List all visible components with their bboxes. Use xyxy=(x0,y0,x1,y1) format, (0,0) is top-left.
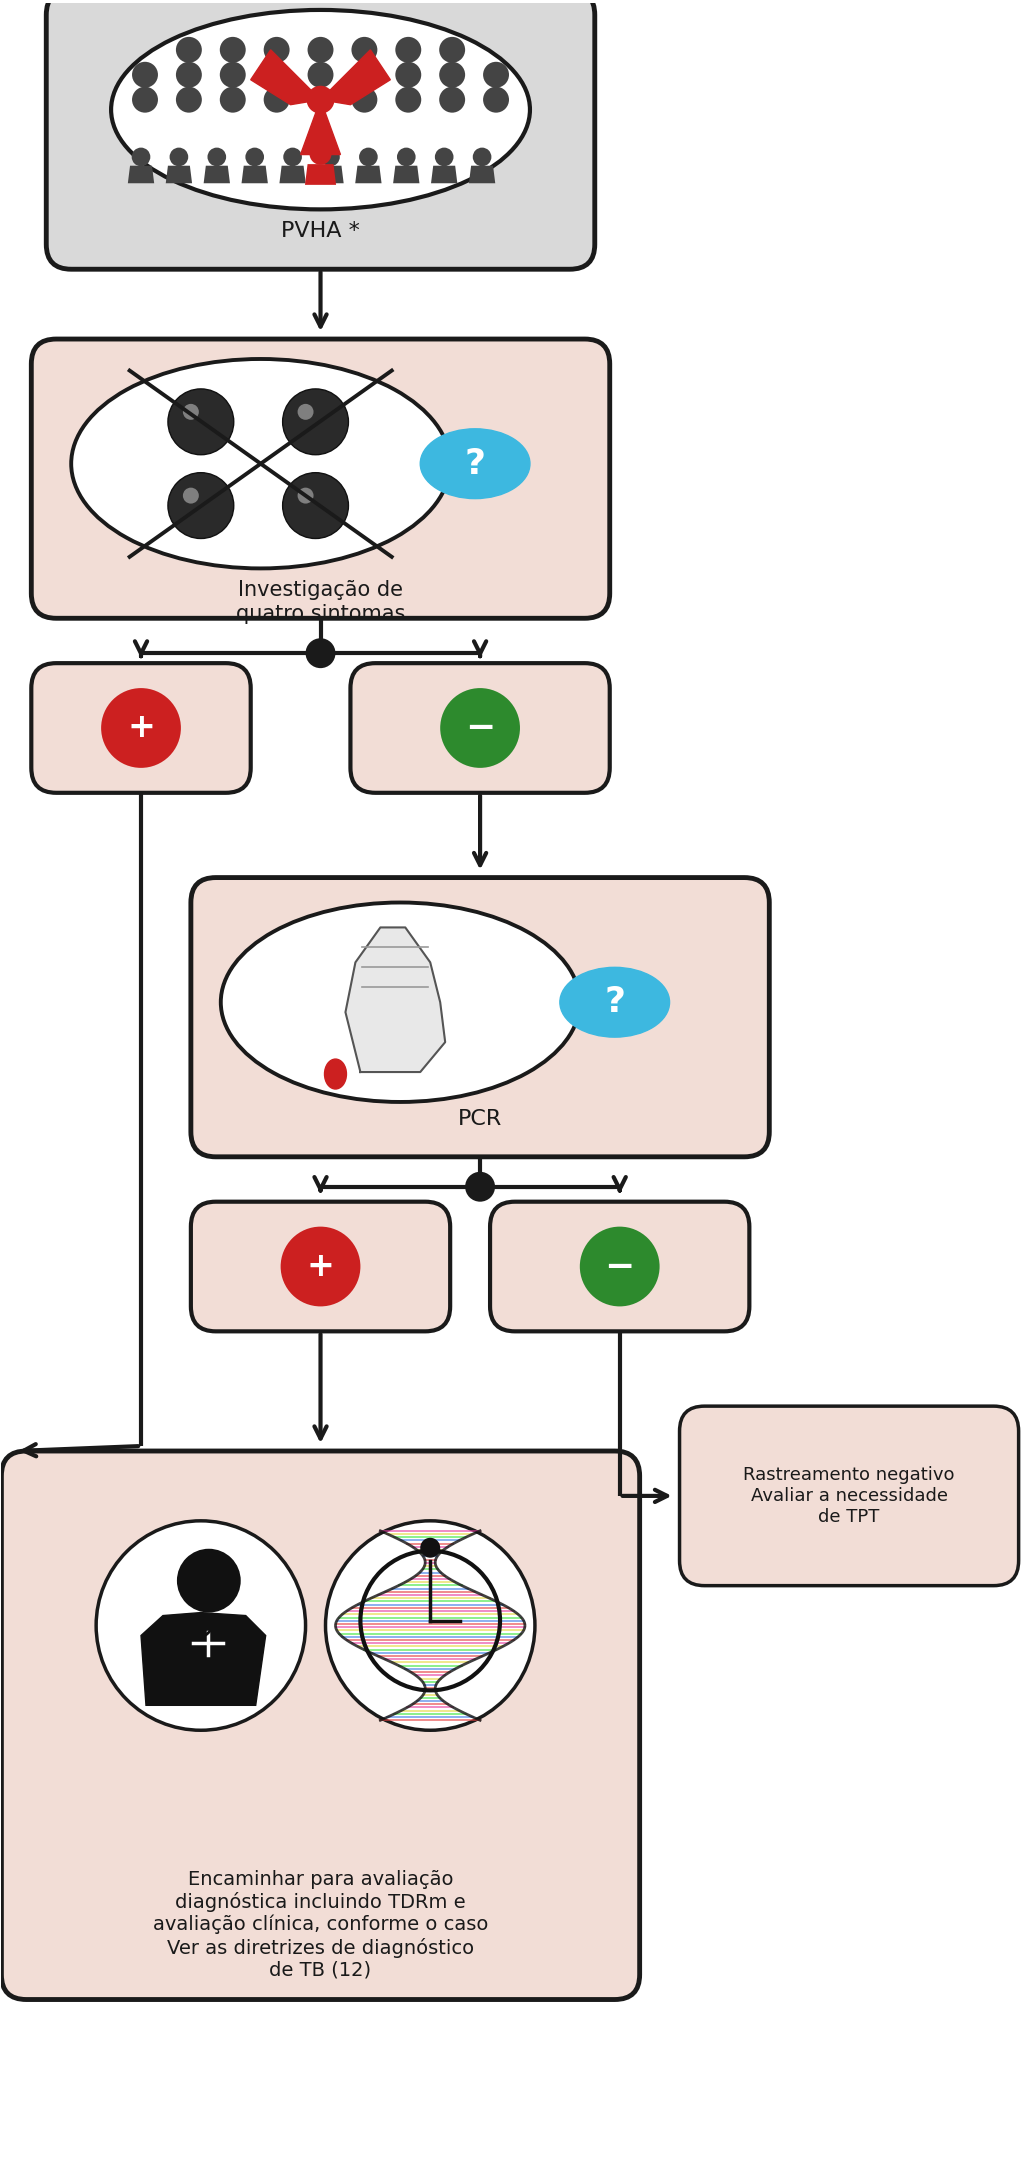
Circle shape xyxy=(132,61,158,87)
Circle shape xyxy=(168,390,233,455)
Circle shape xyxy=(307,87,334,113)
Circle shape xyxy=(359,148,378,165)
Polygon shape xyxy=(251,50,321,104)
Circle shape xyxy=(281,1226,360,1306)
Polygon shape xyxy=(301,100,340,155)
Circle shape xyxy=(439,37,465,63)
Circle shape xyxy=(309,144,332,165)
Circle shape xyxy=(307,61,334,87)
Circle shape xyxy=(473,148,492,165)
Polygon shape xyxy=(128,165,155,183)
Polygon shape xyxy=(469,165,496,183)
Ellipse shape xyxy=(325,1058,346,1088)
Text: ?: ? xyxy=(604,986,626,1019)
Circle shape xyxy=(263,37,290,63)
FancyBboxPatch shape xyxy=(1,1452,640,1998)
Ellipse shape xyxy=(111,11,530,209)
Ellipse shape xyxy=(420,429,530,499)
Circle shape xyxy=(397,148,416,165)
FancyBboxPatch shape xyxy=(32,664,251,792)
Circle shape xyxy=(298,405,313,420)
Circle shape xyxy=(176,61,202,87)
FancyBboxPatch shape xyxy=(490,1202,750,1332)
Polygon shape xyxy=(317,165,344,183)
Circle shape xyxy=(170,148,188,165)
Text: +: + xyxy=(306,1250,335,1282)
Circle shape xyxy=(440,688,520,768)
Circle shape xyxy=(132,148,151,165)
Circle shape xyxy=(580,1226,659,1306)
Polygon shape xyxy=(355,165,382,183)
Polygon shape xyxy=(166,165,193,183)
Circle shape xyxy=(246,148,264,165)
Text: −: − xyxy=(465,712,496,745)
Text: +: + xyxy=(127,712,155,745)
FancyBboxPatch shape xyxy=(32,340,609,618)
Circle shape xyxy=(465,1171,495,1202)
Circle shape xyxy=(176,87,202,113)
Circle shape xyxy=(220,87,246,113)
Text: −: − xyxy=(604,1250,635,1284)
Circle shape xyxy=(220,37,246,63)
Circle shape xyxy=(305,638,336,668)
Circle shape xyxy=(177,1548,241,1613)
Circle shape xyxy=(351,61,378,87)
Circle shape xyxy=(395,87,421,113)
Circle shape xyxy=(307,37,334,63)
Text: PVHA *: PVHA * xyxy=(281,222,360,242)
Circle shape xyxy=(483,87,509,113)
Circle shape xyxy=(208,148,226,165)
Text: Encaminhar para avaliação
diagnóstica incluindo TDRm e
avaliação clínica, confor: Encaminhar para avaliação diagnóstica in… xyxy=(153,1870,488,1979)
Polygon shape xyxy=(326,1071,345,1088)
Circle shape xyxy=(101,688,181,768)
Polygon shape xyxy=(321,50,390,104)
Circle shape xyxy=(283,472,348,538)
Circle shape xyxy=(351,37,378,63)
Circle shape xyxy=(306,85,335,113)
Circle shape xyxy=(96,1522,305,1731)
Text: PCR: PCR xyxy=(458,1108,502,1130)
Ellipse shape xyxy=(560,967,670,1036)
Polygon shape xyxy=(393,165,420,183)
Circle shape xyxy=(351,87,378,113)
Circle shape xyxy=(263,61,290,87)
FancyBboxPatch shape xyxy=(46,0,595,270)
Circle shape xyxy=(283,390,348,455)
FancyBboxPatch shape xyxy=(680,1406,1019,1585)
Circle shape xyxy=(395,61,421,87)
FancyBboxPatch shape xyxy=(190,877,769,1156)
Polygon shape xyxy=(204,165,230,183)
Circle shape xyxy=(220,61,246,87)
Polygon shape xyxy=(305,163,336,185)
Circle shape xyxy=(183,488,199,503)
Circle shape xyxy=(395,37,421,63)
Circle shape xyxy=(483,61,509,87)
Circle shape xyxy=(326,1522,535,1731)
Circle shape xyxy=(263,87,290,113)
Circle shape xyxy=(284,148,302,165)
Circle shape xyxy=(435,148,454,165)
Polygon shape xyxy=(345,927,445,1071)
Text: Investigação de
quatro sintomas: Investigação de quatro sintomas xyxy=(236,581,406,623)
Circle shape xyxy=(183,405,199,420)
Polygon shape xyxy=(242,165,268,183)
Circle shape xyxy=(132,87,158,113)
Polygon shape xyxy=(431,165,458,183)
Circle shape xyxy=(168,472,233,538)
Polygon shape xyxy=(141,1613,265,1705)
Circle shape xyxy=(322,148,340,165)
Circle shape xyxy=(298,488,313,503)
Text: Rastreamento negativo
Avaliar a necessidade
de TPT: Rastreamento negativo Avaliar a necessid… xyxy=(743,1465,954,1526)
Ellipse shape xyxy=(221,903,580,1102)
Polygon shape xyxy=(280,165,306,183)
Text: ?: ? xyxy=(465,446,485,481)
Circle shape xyxy=(439,87,465,113)
Circle shape xyxy=(439,61,465,87)
Circle shape xyxy=(176,37,202,63)
Ellipse shape xyxy=(72,359,451,568)
FancyBboxPatch shape xyxy=(350,664,609,792)
FancyBboxPatch shape xyxy=(190,1202,451,1332)
Circle shape xyxy=(420,1537,440,1559)
